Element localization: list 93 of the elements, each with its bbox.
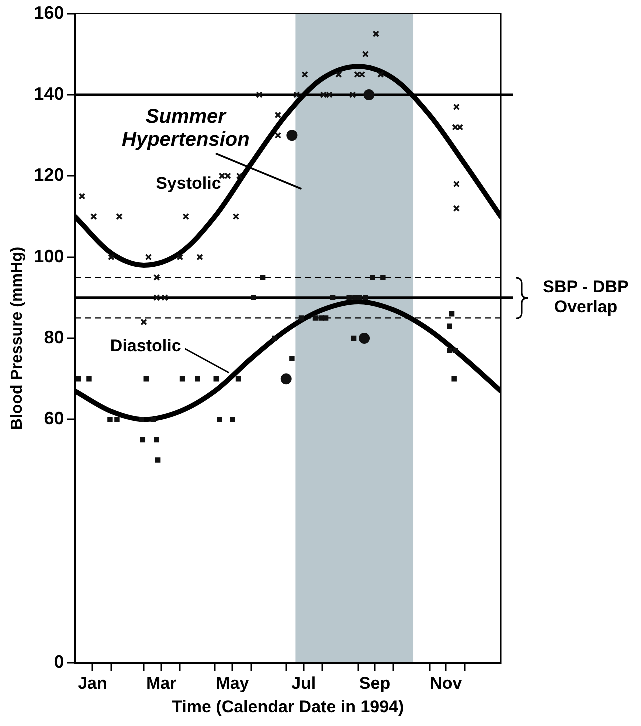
point bbox=[272, 336, 278, 342]
point bbox=[154, 294, 160, 302]
point bbox=[139, 417, 144, 422]
point bbox=[346, 295, 352, 301]
point bbox=[323, 316, 329, 321]
point bbox=[357, 295, 362, 301]
y-axis-title: Blood Pressure (mmHg) bbox=[9, 246, 26, 430]
x-tick-label: Jul bbox=[292, 674, 316, 694]
point bbox=[236, 376, 242, 382]
point bbox=[155, 458, 161, 463]
point bbox=[318, 316, 324, 321]
point bbox=[302, 71, 308, 78]
point bbox=[180, 376, 186, 382]
point bbox=[351, 336, 357, 342]
y-tick-label: 60 bbox=[44, 408, 64, 429]
y-tick-label: 140 bbox=[34, 84, 64, 104]
point bbox=[78, 193, 86, 200]
point bbox=[449, 312, 455, 317]
x-tick-label: Mar bbox=[146, 674, 178, 694]
point bbox=[453, 104, 460, 111]
point bbox=[447, 348, 452, 354]
point bbox=[452, 348, 458, 354]
point bbox=[90, 213, 98, 220]
point bbox=[154, 274, 160, 281]
x-axis-title: Time (Calendar Date in 1994) bbox=[172, 697, 404, 716]
point bbox=[293, 92, 300, 98]
point bbox=[456, 124, 464, 131]
x-tick-label: Sep bbox=[359, 674, 391, 694]
point bbox=[349, 92, 356, 98]
point bbox=[162, 294, 168, 302]
point bbox=[217, 417, 222, 422]
point bbox=[114, 417, 120, 422]
point bbox=[452, 376, 457, 382]
point bbox=[358, 71, 366, 78]
point bbox=[354, 71, 361, 78]
point bbox=[86, 376, 92, 382]
point bbox=[230, 417, 236, 422]
point bbox=[312, 316, 318, 321]
point bbox=[108, 254, 115, 261]
point bbox=[298, 316, 304, 321]
x-tick-label: Jan bbox=[78, 674, 108, 694]
point bbox=[452, 124, 459, 131]
point bbox=[260, 275, 266, 280]
point bbox=[335, 71, 342, 78]
point bbox=[286, 130, 298, 142]
point bbox=[251, 295, 256, 301]
point bbox=[363, 295, 368, 301]
point bbox=[326, 92, 333, 98]
point bbox=[140, 318, 148, 326]
point bbox=[274, 132, 282, 139]
point bbox=[453, 180, 460, 188]
point bbox=[150, 417, 156, 422]
point bbox=[320, 92, 328, 98]
series-label: Systolic bbox=[156, 174, 222, 194]
point bbox=[224, 172, 232, 180]
point bbox=[196, 254, 204, 261]
point bbox=[380, 275, 386, 280]
text: Diastolic bbox=[110, 336, 182, 356]
point bbox=[140, 437, 146, 443]
point bbox=[145, 254, 152, 261]
point bbox=[372, 30, 380, 38]
y-tick-label: 0 bbox=[54, 652, 64, 672]
point bbox=[274, 112, 282, 119]
point bbox=[108, 417, 113, 422]
x-tick-label: Nov bbox=[430, 674, 463, 694]
y-tick-label: 160 bbox=[34, 2, 64, 23]
x-tick-label: May bbox=[216, 674, 250, 694]
point bbox=[447, 324, 452, 329]
point bbox=[214, 376, 219, 382]
point bbox=[144, 376, 150, 382]
point bbox=[359, 333, 370, 344]
point bbox=[362, 51, 370, 58]
point bbox=[290, 356, 295, 362]
point bbox=[236, 172, 244, 180]
point bbox=[182, 213, 190, 220]
point bbox=[280, 374, 292, 385]
point bbox=[453, 205, 460, 212]
point bbox=[364, 89, 375, 100]
point bbox=[370, 275, 376, 280]
annotation: Summer Hypertension bbox=[122, 106, 250, 152]
y-tick-label: 100 bbox=[34, 246, 64, 266]
point bbox=[377, 71, 384, 78]
y-tick-label: 120 bbox=[34, 165, 64, 186]
text: SBP - DBP Overlap bbox=[543, 278, 629, 317]
point bbox=[76, 376, 82, 382]
point bbox=[176, 254, 184, 261]
point bbox=[195, 376, 200, 382]
point bbox=[232, 213, 240, 220]
point bbox=[116, 213, 123, 220]
point bbox=[256, 92, 263, 98]
y-tick-label: 80 bbox=[44, 327, 64, 348]
point bbox=[330, 295, 336, 301]
point bbox=[154, 437, 160, 443]
